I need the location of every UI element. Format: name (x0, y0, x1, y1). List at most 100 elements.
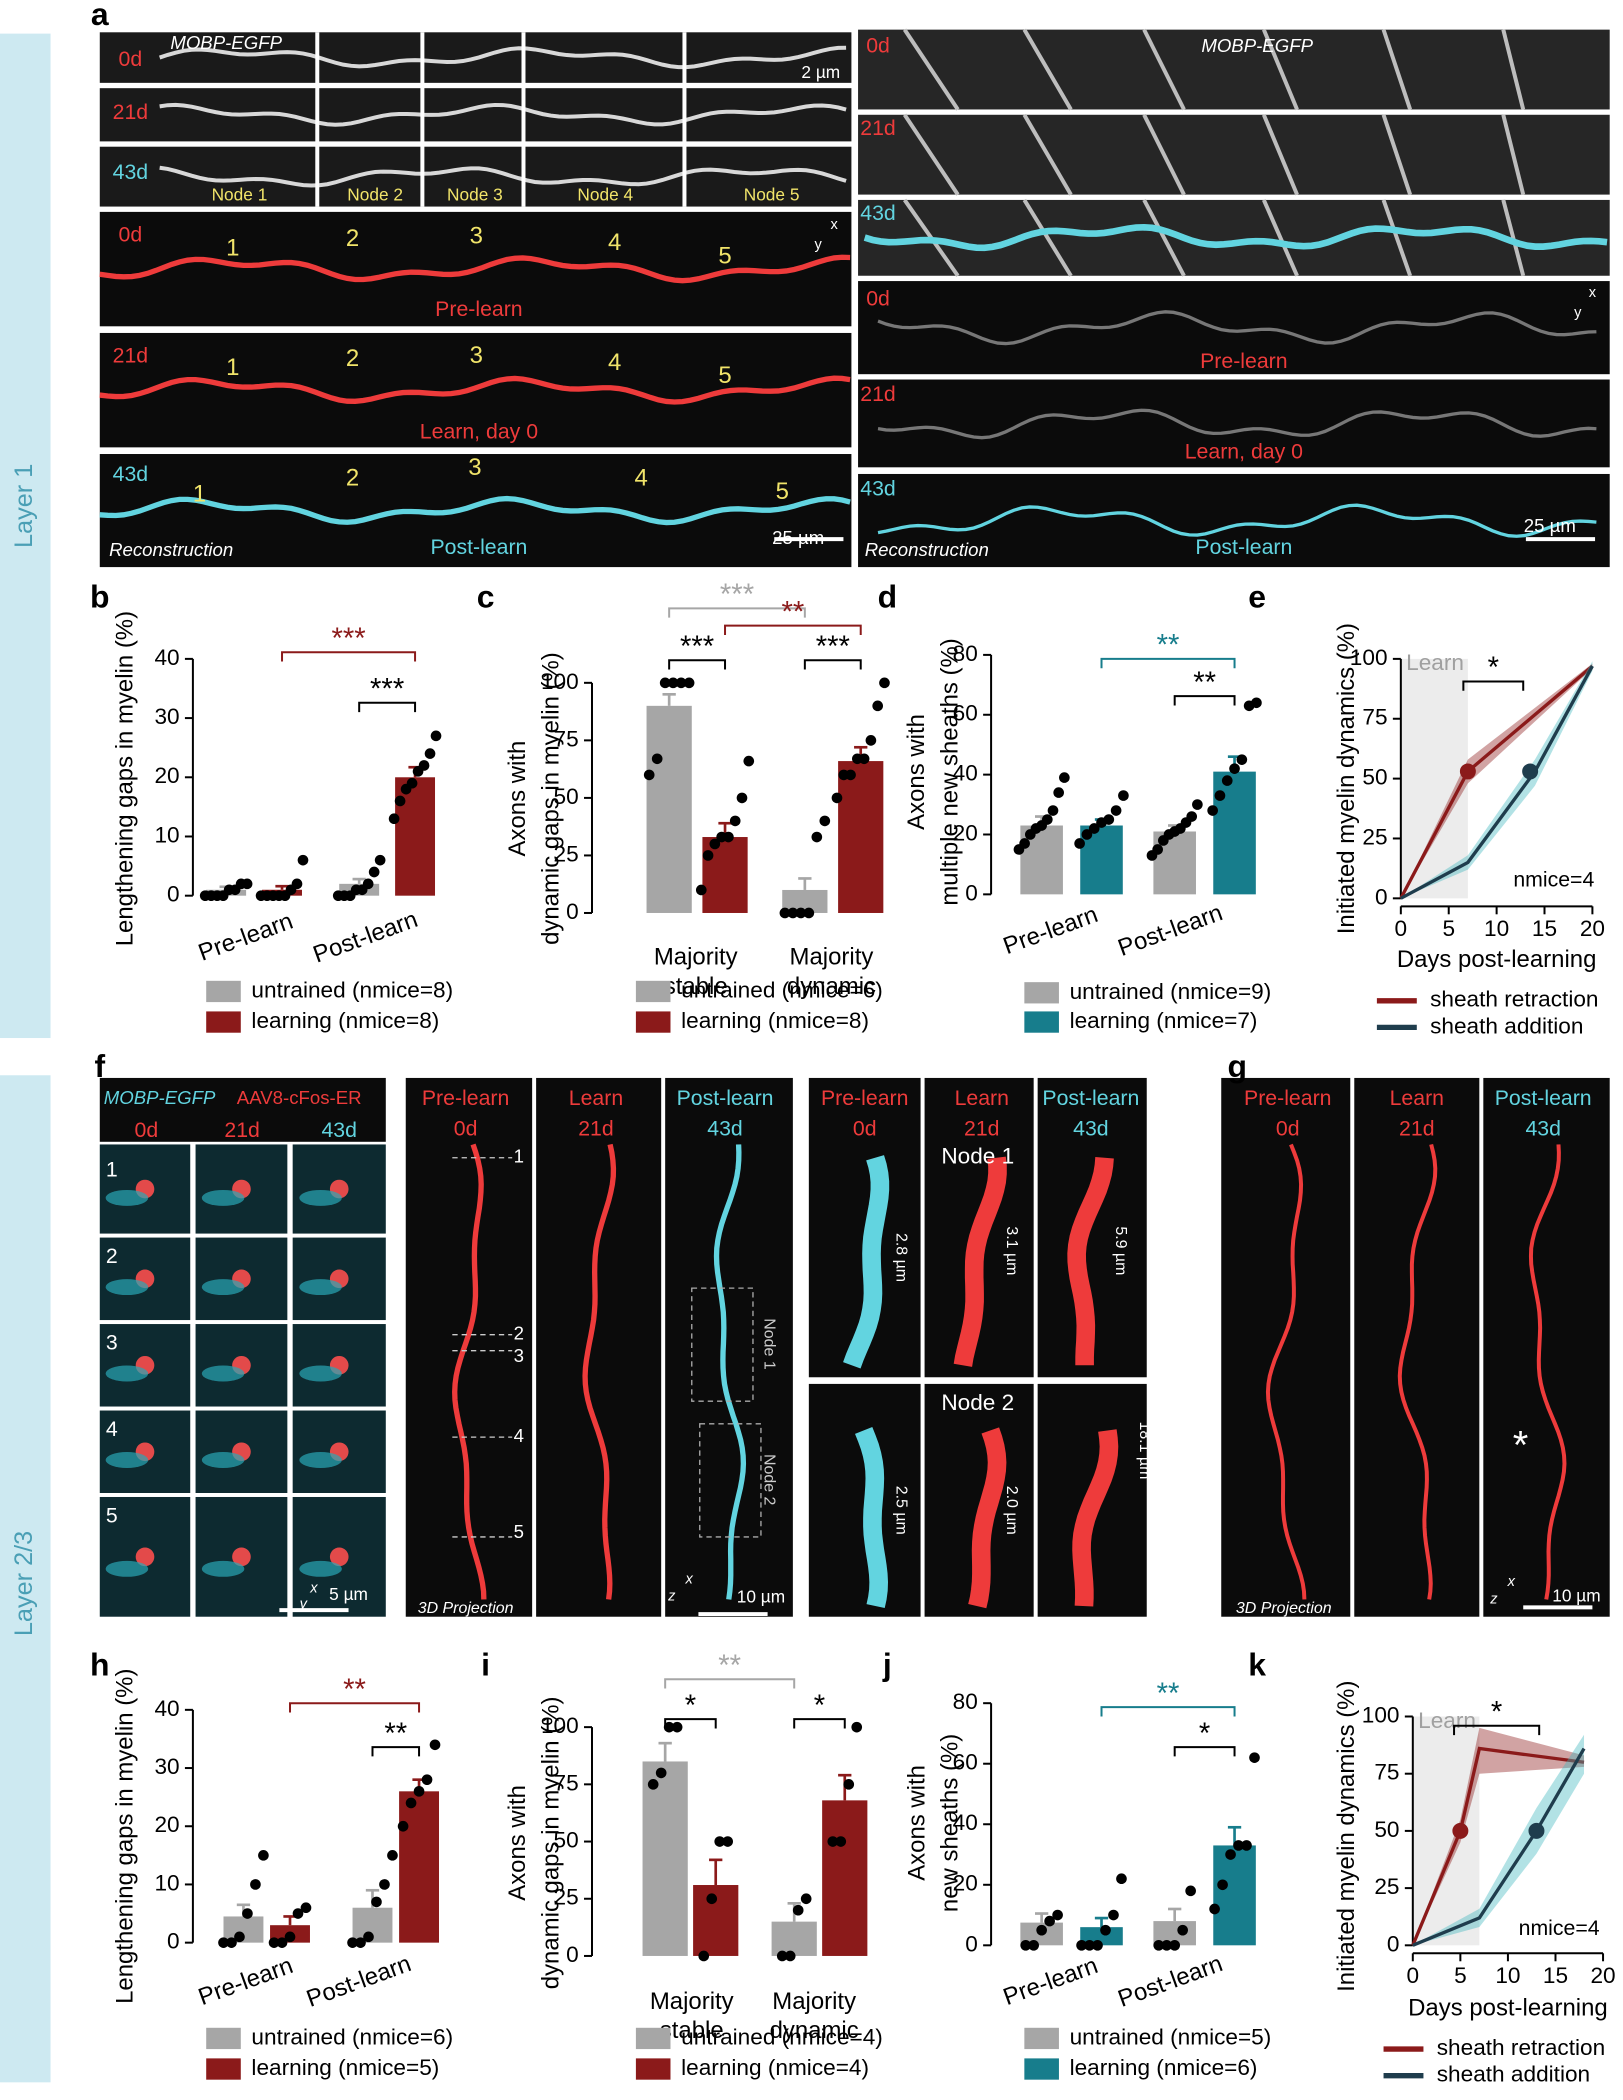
label: Post-learn (677, 1086, 774, 1110)
axon-trace (877, 503, 1597, 538)
label: 21d (113, 100, 148, 124)
bar (782, 889, 828, 913)
label: 21d (964, 1116, 999, 1140)
data-point (643, 769, 655, 781)
label: * (1513, 1423, 1529, 1467)
data-point (651, 753, 663, 765)
process (299, 1452, 342, 1468)
label: 1 (193, 481, 206, 508)
shade-label: Learn (1418, 1708, 1476, 1733)
significance-bracket (664, 1678, 796, 1689)
label: Node 2 (761, 1454, 778, 1506)
legend-label: learning (nmice=6) (1070, 2055, 1258, 2080)
process (105, 1365, 149, 1382)
label: 5 (514, 1521, 524, 1542)
x-tick-label: 15 (1543, 1963, 1568, 1988)
bar (702, 837, 748, 913)
data-point (776, 1950, 788, 1962)
label: 10 µm (1552, 1585, 1600, 1605)
significance-label: ** (718, 1650, 741, 1682)
y-tick-label: 75 (1374, 1760, 1399, 1785)
x-tick-label: 5 (1454, 1963, 1467, 1988)
tile-gap (521, 32, 526, 207)
label: 43d (860, 201, 895, 225)
data-point (1118, 790, 1129, 801)
label: Node 3 (447, 184, 503, 204)
image-panel (858, 281, 1610, 375)
x-tick-label: 0 (1407, 1963, 1420, 1988)
label: 21d (1399, 1116, 1434, 1140)
x-tick-label: Post-learn (310, 906, 422, 969)
y-tick-label: 100 (541, 669, 579, 694)
panel-label: j (882, 1647, 892, 1683)
data-point (803, 907, 815, 919)
x-tick-label: dynamic (787, 973, 876, 1000)
data-point (655, 1767, 667, 1779)
data-point (1217, 1879, 1228, 1891)
label: 25 µm (772, 527, 824, 548)
y-axis-label: Initiated myelin dynamics (%) (1333, 623, 1360, 934)
x-tick-label: Pre-learn (1000, 1952, 1102, 2011)
y-axis-label: Lengthening gaps in myelin (%) (112, 611, 139, 946)
y-tick-label: 40 (154, 645, 179, 670)
data-point (394, 795, 406, 807)
data-point (1110, 805, 1122, 816)
label: 2 (346, 465, 359, 492)
process (299, 1365, 342, 1382)
data-point (241, 878, 253, 890)
label: Node 4 (577, 184, 633, 204)
y-tick-label: 75 (554, 1770, 579, 1795)
image-panel (99, 146, 852, 207)
data-point (663, 1721, 675, 1733)
significance-label: ** (1157, 630, 1180, 662)
fiber (1261, 28, 1299, 111)
significance-label: ** (1193, 667, 1216, 699)
panel-label: k (1248, 1647, 1266, 1683)
y-tick-label: 60 (953, 1750, 978, 1775)
image-panel (858, 379, 1610, 468)
label: 1 (226, 234, 239, 261)
data-point (1074, 838, 1085, 849)
label: 0d (454, 1116, 478, 1140)
fiber (1022, 28, 1073, 111)
y-tick-label: 30 (154, 1754, 179, 1779)
image-panel (858, 473, 1610, 568)
x-tick-label: Pre-learn (195, 1952, 297, 2011)
data-point (1100, 1924, 1111, 1936)
y-tick-label: 25 (1362, 824, 1387, 849)
significance-bracket (803, 659, 862, 670)
y-axis-label: Axons with (504, 741, 531, 857)
legend-swatch (635, 1011, 671, 1033)
axon-trace (582, 1143, 617, 1600)
significance-label: * (1488, 652, 1499, 684)
axon-trace (159, 45, 847, 70)
data-point (722, 1836, 734, 1847)
fiber (902, 28, 960, 111)
bar (395, 777, 436, 896)
learning-period (1400, 658, 1468, 899)
y-tick-label: 50 (1374, 1817, 1399, 1842)
significance-bracket (358, 701, 417, 713)
legend-label: sheath addition (1437, 2062, 1590, 2087)
significance-label: *** (720, 579, 754, 611)
label: Learn (1390, 1086, 1444, 1110)
label: 0d (866, 34, 890, 58)
significance-label: * (1491, 1697, 1502, 1729)
x-tick-label: Majority (654, 944, 738, 971)
midpoint (1522, 763, 1539, 780)
panel-label: c (477, 578, 495, 614)
label: Post-learn (1042, 1086, 1139, 1110)
data-point (258, 1850, 269, 1861)
y-axis-label: Initiated myelin dynamics (%) (1333, 1681, 1360, 1992)
label: MOBP-EGFP (1201, 35, 1313, 56)
node-box (699, 1423, 762, 1538)
y-axis-label: Axons with (903, 1765, 930, 1881)
data-point (218, 1937, 229, 1948)
data-point (1019, 838, 1030, 849)
fiber (1501, 114, 1526, 196)
axon-trace (1528, 1144, 1567, 1600)
legend-label: learning (nmice=5) (251, 2055, 439, 2080)
axon-trace (1067, 1156, 1114, 1366)
y-tick-label: 25 (1374, 1874, 1399, 1899)
y-tick-label: 40 (953, 761, 978, 786)
